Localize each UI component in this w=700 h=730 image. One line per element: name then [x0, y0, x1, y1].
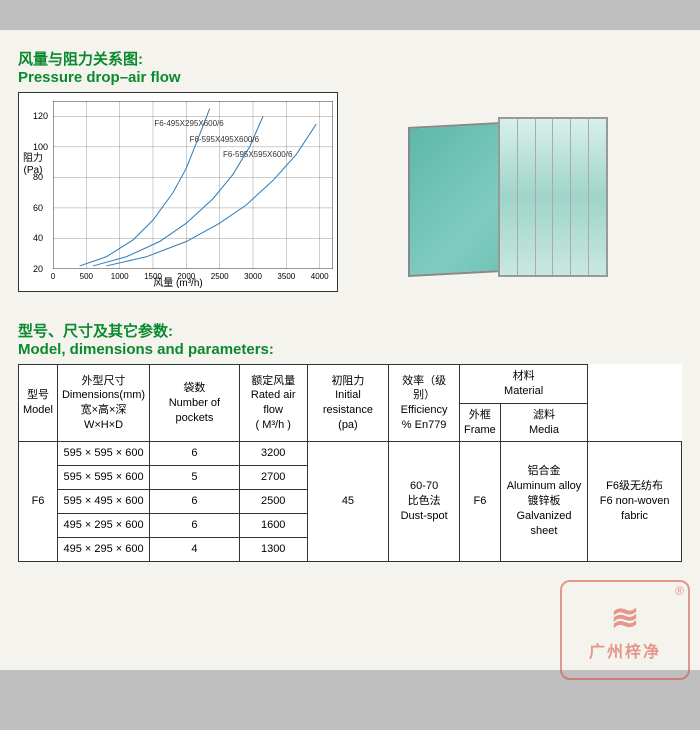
cell-dims: 595 × 495 × 600 — [57, 490, 149, 514]
th-media-cn: 滤料 — [533, 409, 555, 421]
th-initres-unit: (pa) — [338, 419, 358, 431]
th-material: 材料 Material — [460, 365, 588, 404]
th-model-en: Model — [23, 404, 53, 416]
chart-xtick: 3500 — [277, 272, 295, 281]
series-label: F6-595X595X600/6 — [223, 150, 292, 159]
chart-xtick: 1000 — [111, 272, 129, 281]
th-airflow-cn: 额定风量 — [251, 375, 295, 387]
product-image — [368, 82, 638, 302]
section2: 型号、尺寸及其它参数: Model, dimensions and parame… — [18, 320, 682, 562]
spec-table: 型号 Model 外型尺寸 Dimensions(mm) 宽×高×深 W×H×D… — [18, 364, 682, 562]
th-eff-en: Efficiency — [401, 404, 448, 416]
cell-media: F6级无纺布F6 non-woven fabric — [588, 442, 682, 561]
cell-dims: 595 × 595 × 600 — [57, 442, 149, 466]
chart-xtick: 3000 — [244, 272, 262, 281]
cell-dims: 495 × 295 × 600 — [57, 537, 149, 561]
page: 风量与阻力关系图: Pressure drop–air flow 阻力 (Pa)… — [0, 30, 700, 670]
table-row: F6595 × 595 × 600632004560-70比色法Dust-spo… — [19, 442, 682, 466]
cell-pockets: 6 — [150, 513, 240, 537]
cell-initres: 45 — [307, 442, 389, 561]
chart-ytick: 40 — [33, 233, 43, 243]
th-eff-cn: 效率（级别） — [402, 375, 446, 402]
cell-dims: 595 × 595 × 600 — [57, 466, 149, 490]
chart-xtick: 1500 — [144, 272, 162, 281]
section2-title-cn: 型号、尺寸及其它参数: — [18, 320, 682, 341]
section2-title-en: Model, dimensions and parameters: — [18, 341, 682, 358]
th-pockets-cn: 袋数 — [183, 382, 205, 394]
cell-airflow: 1600 — [239, 513, 307, 537]
cell-effclass: F6 — [460, 442, 501, 561]
filter-front — [498, 117, 608, 277]
filter-pocket — [500, 119, 518, 275]
watermark-stamp: ® ≋ 广州梓净 — [560, 580, 690, 680]
cell-frame: 铝合金Aluminum alloy镀锌板Galvanized sheet — [500, 442, 587, 561]
stamp-text: 广州梓净 — [589, 638, 661, 662]
th-airflow-unit: ( M³/h ) — [255, 419, 290, 431]
th-pockets-en: Number of pockets — [169, 397, 220, 424]
chart-xtick: 4000 — [311, 272, 329, 281]
cell-airflow: 2500 — [239, 490, 307, 514]
chart-xtick: 2500 — [211, 272, 229, 281]
th-eff: 效率（级别） Efficiency % En779 — [389, 365, 460, 442]
th-initres: 初阻力 Initial resistance (pa) — [307, 365, 389, 442]
cell-airflow: 2700 — [239, 466, 307, 490]
cell-airflow: 1300 — [239, 537, 307, 561]
th-dims-subcn: 宽×高×深 — [81, 404, 127, 416]
filter-pocket — [571, 119, 589, 275]
th-material-en: Material — [504, 385, 543, 397]
cell-dims: 495 × 295 × 600 — [57, 513, 149, 537]
chart-xtick: 500 — [80, 272, 93, 281]
filter-pocket — [553, 119, 571, 275]
top-row: 阻力 (Pa) 风量 (m³/h) 20406080100120 0500100… — [18, 92, 682, 302]
cell-model: F6 — [19, 442, 58, 561]
th-dims-cn: 外型尺寸 — [82, 375, 126, 387]
section1-title-cn: 风量与阻力关系图: — [18, 48, 682, 69]
th-dims-suben: W×H×D — [84, 419, 123, 431]
th-model: 型号 Model — [19, 365, 58, 442]
chart-xtick: 0 — [51, 272, 55, 281]
cell-pockets: 5 — [150, 466, 240, 490]
chart-xtick: 2000 — [177, 272, 195, 281]
chart-ytick: 60 — [33, 203, 43, 213]
th-frame-cn: 外框 — [469, 409, 491, 421]
pressure-drop-chart: 阻力 (Pa) 风量 (m³/h) 20406080100120 0500100… — [18, 92, 338, 292]
cell-pockets: 6 — [150, 442, 240, 466]
stamp-symbol: ≋ — [611, 598, 640, 638]
th-airflow: 额定风量 Rated air flow ( M³/h ) — [239, 365, 307, 442]
th-media-en: Media — [529, 424, 559, 436]
th-frame: 外框 Frame — [460, 403, 501, 442]
th-material-cn: 材料 — [513, 370, 535, 382]
cell-pockets: 6 — [150, 490, 240, 514]
th-dims-en: Dimensions(mm) — [62, 389, 145, 401]
th-model-cn: 型号 — [27, 389, 49, 401]
series-label: F6-495X295X600/6 — [154, 119, 223, 128]
cell-pockets: 4 — [150, 537, 240, 561]
series-label: F6-595X495X600/6 — [190, 135, 259, 144]
registered-icon: ® — [675, 584, 684, 598]
chart-ytick: 100 — [33, 142, 48, 152]
th-initres-cn: 初阻力 — [331, 375, 364, 387]
filter-pocket — [589, 119, 606, 275]
cell-airflow: 3200 — [239, 442, 307, 466]
th-dims: 外型尺寸 Dimensions(mm) 宽×高×深 W×H×D — [57, 365, 149, 442]
th-pockets: 袋数 Number of pockets — [150, 365, 240, 442]
chart-ytick: 80 — [33, 172, 43, 182]
th-initres-en: Initial resistance — [323, 389, 373, 416]
chart-ytick: 120 — [33, 111, 48, 121]
header-row-1: 型号 Model 外型尺寸 Dimensions(mm) 宽×高×深 W×H×D… — [19, 365, 682, 404]
filter-pocket — [536, 119, 554, 275]
th-eff-sub: % En779 — [402, 419, 447, 431]
th-airflow-en: Rated air flow — [251, 389, 296, 416]
th-frame-en: Frame — [464, 424, 496, 436]
cell-eff: 60-70比色法Dust-spot — [389, 442, 460, 561]
filter-pocket — [518, 119, 536, 275]
chart-ytick: 20 — [33, 264, 43, 274]
chart-ylabel-cn: 阻力 — [23, 153, 43, 164]
th-media: 滤料 Media — [500, 403, 587, 442]
